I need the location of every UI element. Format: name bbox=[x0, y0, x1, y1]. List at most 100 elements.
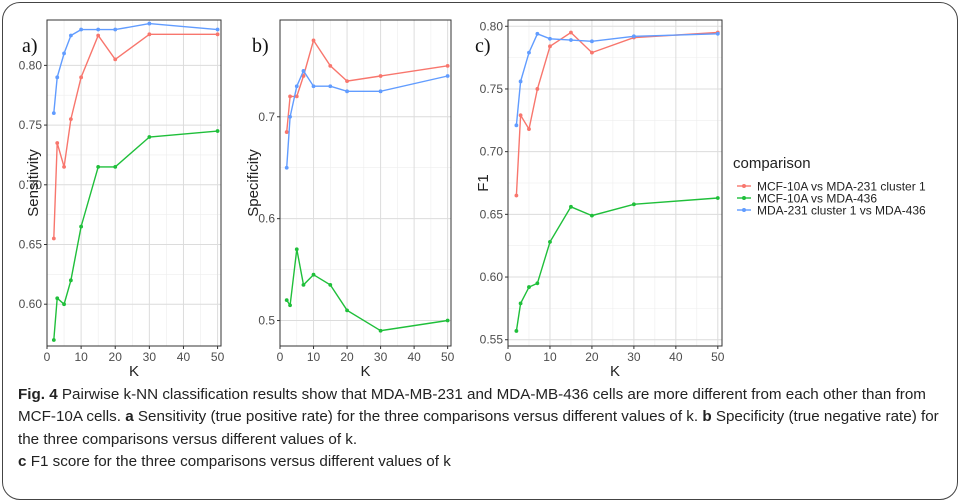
data-point bbox=[548, 37, 552, 41]
data-point bbox=[514, 123, 518, 127]
panel-a: 0 10 20 30 40 50 0.60 0.65 0.70 0.75 0.80 K Sensitiv… bbox=[19, 20, 225, 380]
data-point bbox=[379, 89, 383, 93]
plot-area bbox=[47, 20, 221, 346]
data-point bbox=[295, 84, 299, 88]
y-tick-label: 0.75 bbox=[19, 118, 43, 132]
data-point bbox=[446, 74, 450, 78]
y-tick-label: 0.65 bbox=[19, 237, 43, 251]
data-point bbox=[569, 31, 573, 35]
x-tick-label: 50 bbox=[711, 350, 725, 364]
x-tick-label: 0 bbox=[277, 350, 284, 364]
data-point bbox=[548, 240, 552, 244]
data-point bbox=[55, 296, 59, 300]
data-point bbox=[527, 51, 531, 55]
data-point bbox=[535, 32, 539, 36]
data-point bbox=[312, 84, 316, 88]
data-point bbox=[519, 113, 523, 117]
x-tick-label: 40 bbox=[669, 350, 683, 364]
data-point bbox=[527, 285, 531, 289]
panel-label: a) bbox=[22, 35, 38, 57]
data-point bbox=[147, 22, 151, 26]
data-point bbox=[379, 74, 383, 78]
data-point bbox=[345, 79, 349, 83]
data-point bbox=[52, 237, 56, 241]
data-point bbox=[113, 165, 117, 169]
panel-label: c) bbox=[475, 35, 491, 57]
y-tick-label: 0.55 bbox=[480, 333, 504, 347]
data-point bbox=[590, 51, 594, 55]
data-point bbox=[216, 129, 220, 133]
y-tick-label: 0.80 bbox=[480, 19, 504, 33]
data-point bbox=[590, 39, 594, 43]
y-axis-title: Specificity bbox=[245, 149, 262, 217]
y-tick-label: 0.60 bbox=[480, 270, 504, 284]
data-point bbox=[446, 64, 450, 68]
x-tick-label: 20 bbox=[340, 350, 354, 364]
data-point bbox=[514, 329, 518, 333]
data-point bbox=[345, 308, 349, 312]
data-point bbox=[55, 141, 59, 145]
caption-part-a-label: a bbox=[125, 408, 133, 425]
x-tick-label: 20 bbox=[109, 350, 123, 364]
x-tick-label: 30 bbox=[627, 350, 641, 364]
panel-c: 0 10 20 30 40 50 0.55 0.60 0.65 0.70 0.75 0.80 K F1 c) bbox=[475, 19, 725, 380]
data-point bbox=[569, 205, 573, 209]
x-tick-label: 40 bbox=[177, 350, 191, 364]
x-axis-title: K bbox=[360, 363, 370, 380]
caption-part-b-label: b bbox=[702, 408, 711, 425]
legend-key-point bbox=[742, 196, 746, 200]
figure-caption: Fig. 4 Pairwise k-NN classification resu… bbox=[18, 384, 954, 474]
data-point bbox=[79, 28, 83, 32]
x-tick-label: 40 bbox=[407, 350, 421, 364]
data-point bbox=[527, 127, 531, 131]
x-tick-label: 30 bbox=[143, 350, 157, 364]
data-point bbox=[147, 135, 151, 139]
x-tick-label: 50 bbox=[441, 350, 455, 364]
data-point bbox=[69, 278, 73, 282]
caption-part-c-label: c bbox=[18, 453, 26, 470]
data-point bbox=[632, 34, 636, 38]
x-tick-label: 0 bbox=[505, 350, 512, 364]
data-point bbox=[79, 225, 83, 229]
legend-title: comparison bbox=[733, 155, 811, 172]
data-point bbox=[113, 28, 117, 32]
data-point bbox=[302, 69, 306, 73]
data-point bbox=[446, 319, 450, 323]
x-tick-label: 20 bbox=[585, 350, 599, 364]
data-point bbox=[216, 28, 220, 32]
y-tick-label: 0.80 bbox=[19, 58, 43, 72]
x-tick-label: 0 bbox=[44, 350, 51, 364]
data-point bbox=[96, 28, 100, 32]
data-point bbox=[535, 87, 539, 91]
data-point bbox=[716, 32, 720, 36]
data-point bbox=[302, 283, 306, 287]
data-point bbox=[590, 214, 594, 218]
data-point bbox=[345, 89, 349, 93]
y-axis-title: Sensitivity bbox=[25, 149, 42, 217]
figure-charts: comparison 0 10 20 30 40 500.600.650.700.750.… bbox=[0, 0, 960, 380]
data-point bbox=[285, 130, 289, 134]
data-point bbox=[62, 165, 66, 169]
data-point bbox=[147, 32, 151, 36]
data-point bbox=[52, 111, 56, 115]
data-point bbox=[79, 75, 83, 79]
legend-key-point bbox=[742, 184, 746, 188]
data-point bbox=[96, 34, 100, 38]
data-point bbox=[62, 52, 66, 56]
caption-fig-label: Fig. 4 bbox=[18, 386, 58, 403]
data-point bbox=[535, 281, 539, 285]
x-tick-label: 10 bbox=[543, 350, 557, 364]
data-point bbox=[312, 38, 316, 42]
data-point bbox=[62, 302, 66, 306]
caption-part-a-text: Sensitivity (true positive rate) for the… bbox=[138, 408, 698, 425]
data-point bbox=[328, 84, 332, 88]
data-point bbox=[514, 194, 518, 198]
y-tick-label: 0.75 bbox=[480, 82, 504, 96]
y-tick-label: 0.65 bbox=[480, 207, 504, 221]
data-point bbox=[288, 115, 292, 119]
y-axis-title: F1 bbox=[475, 174, 492, 192]
data-point bbox=[55, 75, 59, 79]
x-tick-label: 10 bbox=[307, 350, 321, 364]
x-tick-label: 10 bbox=[74, 350, 88, 364]
